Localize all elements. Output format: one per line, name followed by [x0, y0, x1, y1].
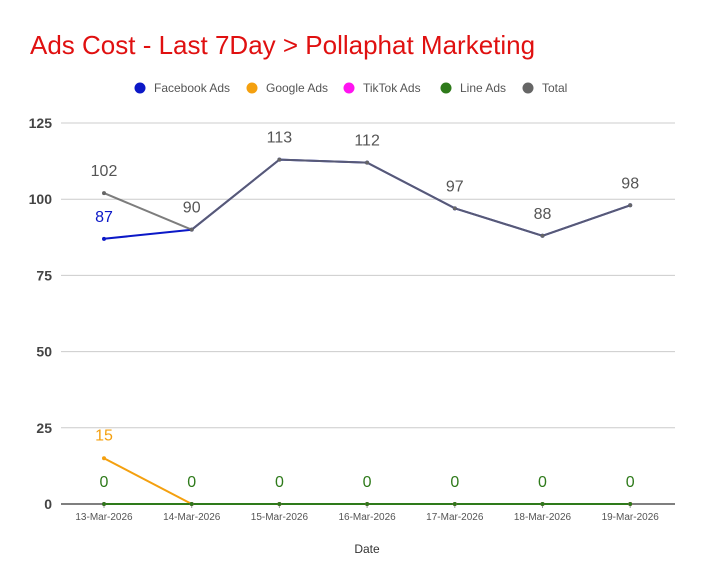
data-label: 0 — [626, 474, 635, 491]
legend-marker — [343, 82, 355, 94]
legend-marker — [440, 82, 452, 94]
legend-label: TikTok Ads — [363, 81, 421, 95]
data-point — [102, 456, 106, 461]
data-point — [365, 502, 370, 506]
legend-label: Google Ads — [266, 81, 328, 95]
x-tick-label: 19-Mar-2026 — [602, 512, 660, 523]
data-label: 98 — [621, 175, 639, 192]
gridlines — [61, 122, 675, 505]
data-label: 97 — [446, 178, 464, 195]
y-axis-ticks: 0 25 50 75 100 125 — [29, 115, 53, 512]
x-tick-label: 16-Mar-2026 — [338, 512, 396, 523]
data-point — [189, 502, 194, 506]
y-tick-label: 50 — [36, 344, 52, 360]
series-points — [102, 157, 633, 506]
legend-marker — [522, 82, 534, 94]
data-label: 0 — [450, 474, 459, 491]
data-point — [277, 502, 282, 506]
data-label: 0 — [275, 474, 284, 491]
series-line — [103, 158, 631, 237]
data-label: 0 — [100, 474, 109, 491]
data-label: 112 — [354, 133, 380, 150]
data-point — [452, 206, 457, 211]
x-axis-label: Date — [354, 542, 380, 556]
legend-marker — [246, 82, 258, 94]
data-point — [102, 191, 106, 196]
x-axis-ticks: 13-Mar-2026 14-Mar-2026 15-Mar-2026 16-Mar-… — [75, 504, 659, 523]
x-tick-label: 17-Mar-2026 — [426, 512, 484, 523]
x-tick-label: 15-Mar-2026 — [251, 512, 309, 523]
data-label: 90 — [183, 200, 201, 217]
legend-label: Line Ads — [460, 81, 506, 95]
data-point — [540, 233, 545, 238]
data-label: 88 — [534, 206, 552, 223]
data-labels: 87 15 0 0 0 0 0 0 0 102 90 113 112 97 88 98 — [91, 130, 640, 491]
data-point — [628, 203, 633, 208]
data-point — [452, 502, 457, 506]
y-tick-label: 75 — [36, 267, 52, 283]
data-label: 0 — [187, 474, 196, 491]
data-label: 102 — [91, 163, 118, 180]
x-tick-label: 13-Mar-2026 — [75, 512, 133, 523]
legend-label: Facebook Ads — [154, 81, 230, 95]
data-label: 113 — [267, 130, 293, 147]
data-point — [540, 502, 545, 506]
data-point — [102, 236, 106, 241]
data-point — [277, 157, 282, 162]
x-tick-label: 14-Mar-2026 — [163, 512, 221, 523]
data-label: 0 — [363, 474, 372, 491]
legend: Facebook Ads Google Ads TikTok Ads Line Ads… — [134, 81, 567, 95]
y-tick-label: 100 — [29, 191, 53, 207]
x-tick-label: 18-Mar-2026 — [514, 512, 572, 523]
legend-label: Total — [542, 81, 567, 95]
legend-marker — [134, 82, 146, 94]
chart-title: Ads Cost - Last 7Day > Pollaphat Marketi… — [30, 30, 535, 60]
data-label: 87 — [95, 209, 113, 226]
data-point — [628, 502, 633, 506]
y-tick-label: 25 — [36, 420, 52, 436]
data-point — [365, 160, 370, 165]
data-label: 15 — [95, 427, 113, 444]
data-point — [189, 227, 194, 232]
data-point — [102, 502, 106, 506]
data-label: 0 — [538, 474, 547, 491]
y-tick-label: 125 — [29, 115, 53, 131]
y-tick-label: 0 — [44, 496, 52, 512]
